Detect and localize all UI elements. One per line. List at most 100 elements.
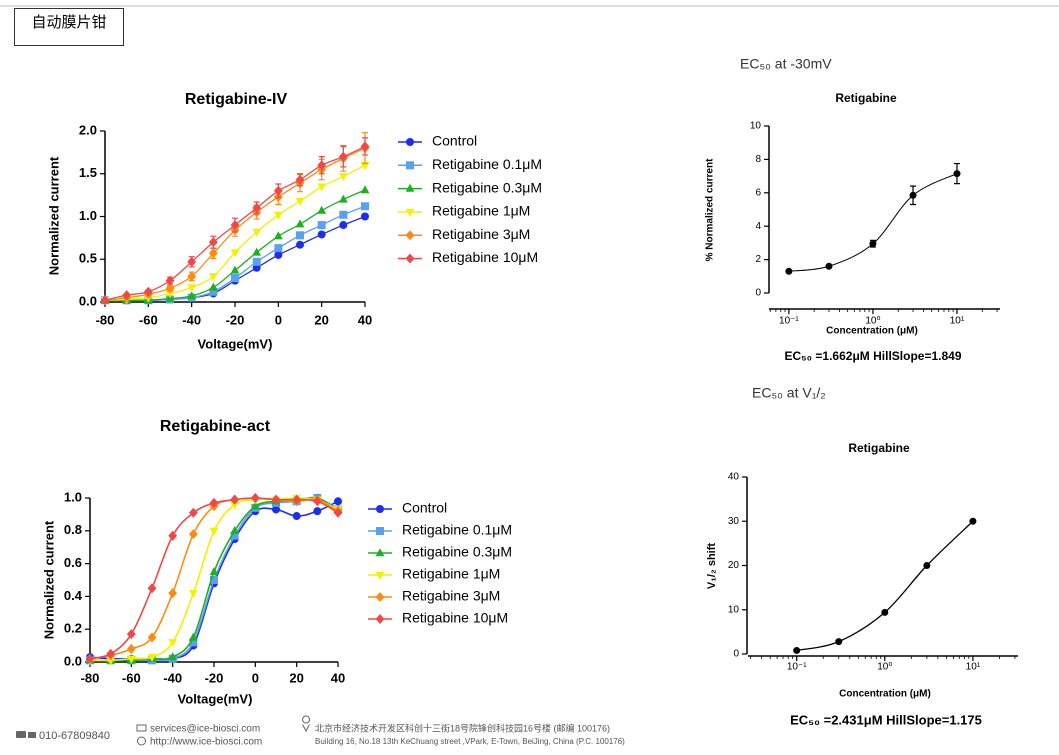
data-point: [825, 262, 833, 270]
page-title: 自动膜片钳: [31, 14, 106, 31]
data-point: [338, 194, 348, 203]
y-tick-label: 4: [755, 221, 761, 232]
data-point: [209, 567, 219, 575]
data-point: [208, 237, 218, 248]
legend-label: Retigabine 10μM: [402, 610, 508, 626]
x-tick-label: 40: [331, 670, 345, 685]
x-tick-label: 20: [289, 670, 303, 685]
data-point: [339, 221, 348, 230]
y-axis-label: Normalized current: [46, 156, 61, 275]
x-tick-label: 0: [275, 312, 282, 327]
data-point: [168, 652, 178, 661]
legend-marker: [375, 592, 385, 602]
x-tick-label: 10¹: [950, 316, 965, 327]
legend-marker: [375, 571, 385, 580]
data-point: [252, 247, 262, 256]
x-axis-label: Concentration (μM): [826, 326, 918, 337]
x-tick-label: 10⁰: [877, 662, 892, 673]
legend-marker: [376, 527, 384, 535]
data-point: [230, 249, 240, 258]
data-point: [273, 211, 283, 220]
data-point: [785, 267, 793, 275]
y-tick-label: 1.5: [79, 165, 97, 180]
y-tick-label: 6: [755, 187, 761, 198]
legend-marker: [376, 505, 384, 513]
y-tick-label: 10: [750, 121, 762, 132]
y-tick-label: 0.0: [64, 653, 82, 668]
legend-marker: [406, 138, 414, 146]
data-point: [334, 497, 342, 506]
data-point: [188, 529, 198, 540]
legend-marker: [405, 183, 415, 192]
x-tick-label: 40: [358, 312, 372, 327]
data-point: [273, 185, 283, 196]
data-point: [909, 191, 917, 199]
data-point: [793, 646, 801, 654]
web-icon: [137, 736, 146, 746]
x-tick-label: 0: [252, 670, 259, 685]
chart-title: Retigabine-IV: [185, 91, 288, 108]
legend-label: Retigabine 0.1μM: [402, 522, 512, 538]
data-point: [274, 250, 283, 259]
fit-curve: [796, 520, 974, 652]
data-point: [165, 290, 175, 299]
website: http://www.ice-biosci.com: [150, 737, 262, 748]
data-point: [869, 240, 877, 248]
y-tick-label: 0.4: [64, 588, 83, 603]
legend-marker: [375, 548, 385, 557]
chart: Retigabine-act Voltage(mV) Normalized curr…: [41, 418, 512, 706]
data-point: [295, 174, 305, 185]
data-point: [296, 240, 304, 249]
legend-marker: [405, 230, 415, 241]
phone: 010-67809840: [39, 730, 110, 742]
data-point: [188, 507, 198, 518]
chart: EC₅₀ at V₁/₂ Retigabine Concentration (μM)…: [706, 385, 1018, 727]
y-tick-label: 30: [728, 516, 740, 527]
data-point: [208, 273, 218, 282]
data-point: [168, 588, 178, 599]
data-point: [969, 517, 977, 525]
data-point: [230, 526, 240, 534]
chart-title: Retigabine: [848, 441, 910, 455]
data-point: [361, 202, 369, 211]
y-tick-label: 0: [733, 649, 739, 660]
data-point: [187, 256, 197, 267]
legend-marker: [405, 208, 415, 217]
fit-curve: [788, 173, 958, 272]
data-point: [208, 248, 218, 259]
data-point: [273, 231, 283, 240]
data-point: [252, 202, 262, 213]
data-point: [317, 160, 327, 171]
data-point: [230, 220, 240, 231]
data-point: [188, 589, 198, 598]
x-axis-label: Concentration (μM): [839, 689, 931, 700]
fit-annotation: EC₅₀ =2.431μM HillSlope=1.175: [790, 712, 982, 727]
data-point: [271, 494, 281, 505]
data-point: [292, 512, 301, 521]
x-axis-label: Voltage(mV): [178, 691, 253, 706]
data-point: [312, 496, 322, 507]
footer: 010-67809840 services@ice-biosci.com htt…: [16, 715, 625, 748]
data-point: [188, 632, 198, 641]
legend-label: Retigabine 0.3μM: [432, 179, 542, 195]
phone-icon: [16, 731, 26, 738]
data-point: [333, 507, 343, 518]
data-point: [292, 494, 302, 505]
y-tick-label: 40: [728, 472, 740, 483]
y-axis-label: % Normalized current: [705, 158, 716, 261]
legend-label: Retigabine 0.1μM: [432, 156, 542, 172]
data-point: [231, 274, 239, 283]
data-point: [317, 183, 327, 192]
data-point: [230, 501, 240, 510]
data-point: [187, 291, 197, 300]
data-point: [881, 608, 889, 616]
x-tick-label: 20: [314, 312, 328, 327]
legend-label: Retigabine 1μM: [432, 203, 530, 219]
data-point: [122, 290, 132, 301]
chart-heading: EC₅₀ at V₁/₂: [752, 385, 826, 401]
chart-title: Retigabine: [835, 91, 897, 105]
x-tick-label: 10⁰: [865, 316, 880, 327]
legend-label: Control: [402, 500, 447, 516]
location-icon: [302, 715, 311, 733]
y-tick-label: 1.0: [79, 208, 97, 223]
